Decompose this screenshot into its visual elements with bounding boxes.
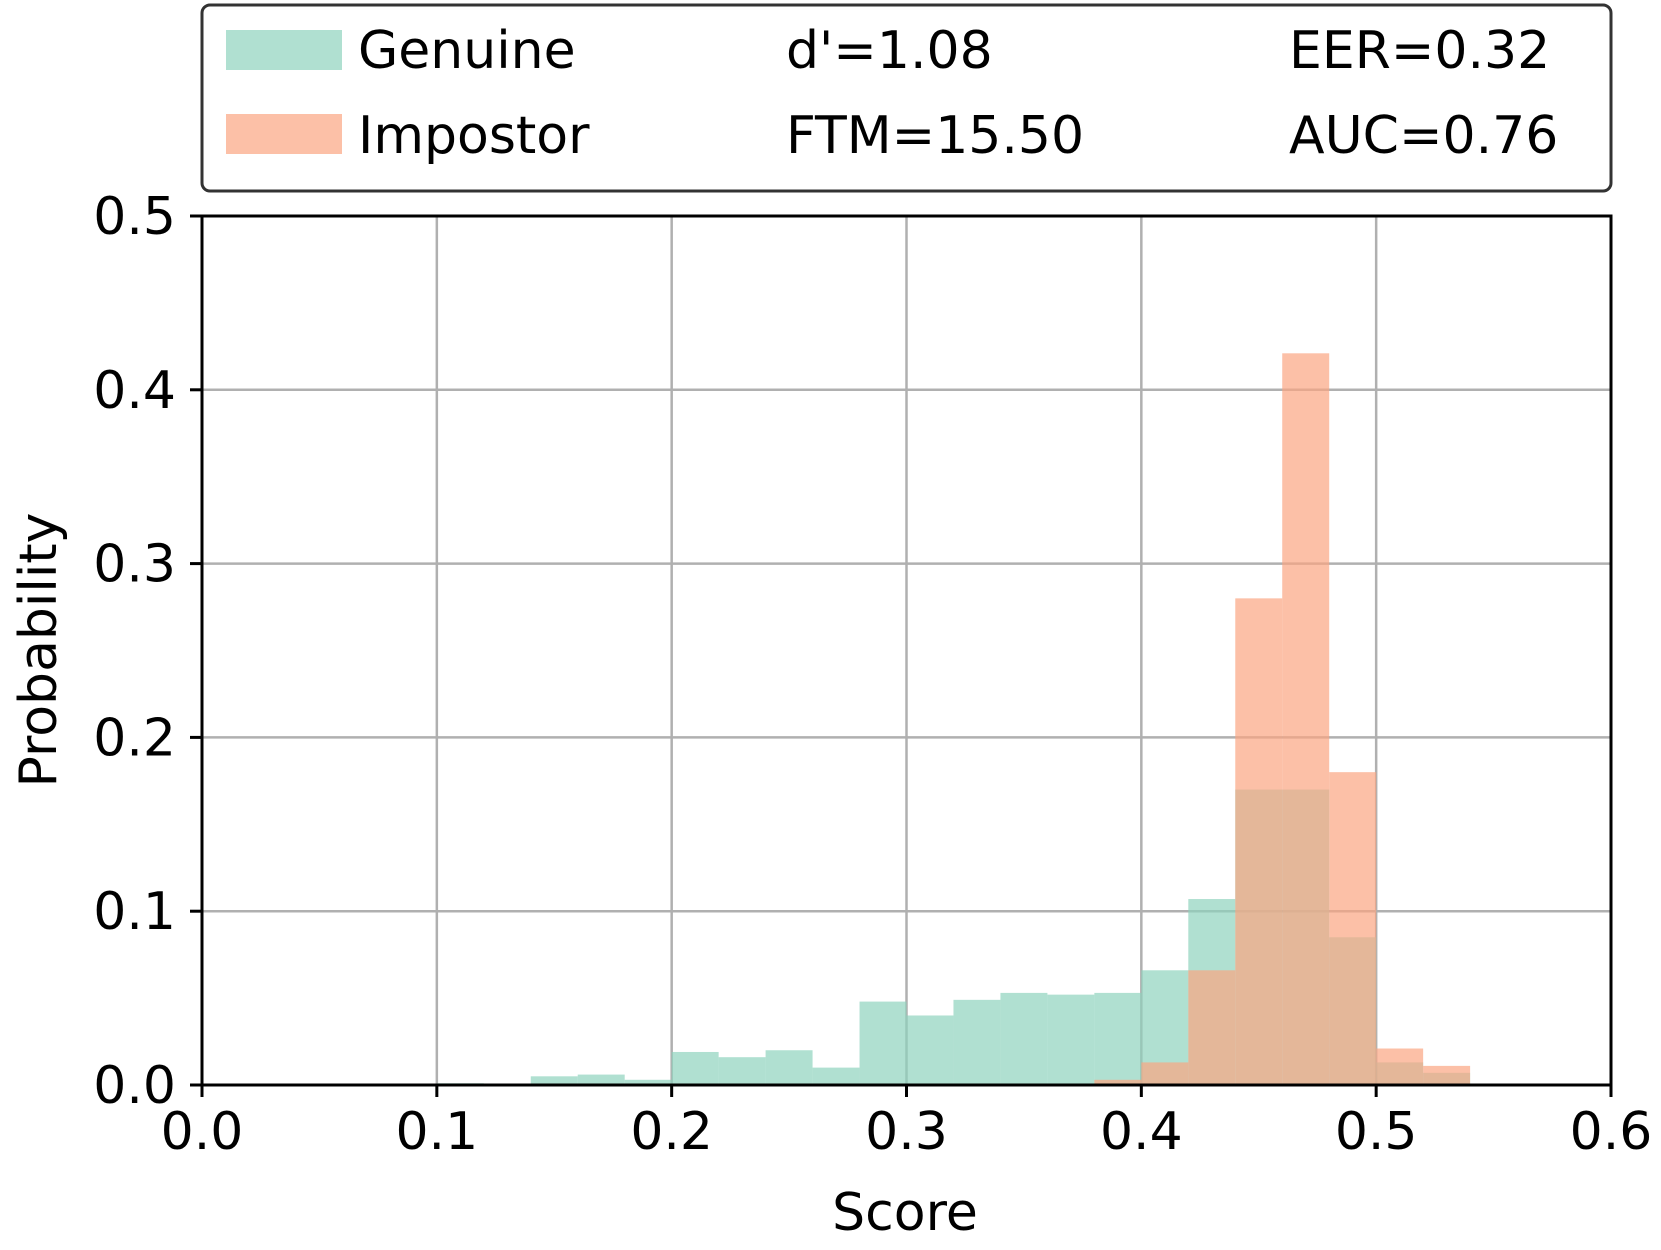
legend-label-impostor: Impostor <box>358 106 590 166</box>
y-tick-label: 0.4 <box>93 361 176 421</box>
impostor-bar <box>1235 598 1283 1085</box>
genuine-bar <box>624 1079 672 1085</box>
axes: 0.0 0.1 0.2 0.3 0.4 0.5 0.6 0.0 0.1 0.2 0.3 0.4 0.5 <box>93 187 1652 1162</box>
x-axis-label: Score <box>832 1183 978 1243</box>
y-tick-label: 0.5 <box>93 187 176 247</box>
bars <box>436 353 1471 1085</box>
grid <box>200 214 1613 1087</box>
genuine-bar <box>765 1050 813 1085</box>
genuine-bar <box>859 1001 907 1085</box>
genuine-bar <box>671 1051 719 1085</box>
x-tick-label: 0.3 <box>865 1102 948 1162</box>
legend-swatch-impostor <box>226 114 342 154</box>
genuine-bar <box>1094 992 1142 1085</box>
impostor-bar <box>1141 1062 1189 1085</box>
genuine-bar <box>718 1057 766 1085</box>
x-tick-label: 0.5 <box>1335 1102 1418 1162</box>
legend-swatch-genuine <box>226 30 342 70</box>
y-tick-label: 0.1 <box>93 882 176 942</box>
legend-frame <box>200 3 1613 193</box>
x-tick-label: 0.6 <box>1570 1102 1653 1162</box>
y-tick-label: 0.3 <box>93 535 176 595</box>
legend-dprime: d'=1.08 <box>786 21 993 81</box>
genuine-bar <box>906 1015 954 1085</box>
legend-label-genuine: Genuine <box>358 21 576 81</box>
impostor-bar <box>1094 1079 1142 1085</box>
x-tick-label: 0.0 <box>161 1102 244 1162</box>
genuine-bar <box>1000 992 1048 1085</box>
genuine-bar <box>953 999 1001 1085</box>
y-tick-label: 0.2 <box>93 708 176 768</box>
x-tick-label: 0.4 <box>1100 1102 1183 1162</box>
impostor-bar <box>1329 772 1377 1085</box>
impostor-bar <box>1188 970 1236 1085</box>
legend-auc: AUC=0.76 <box>1289 106 1558 166</box>
impostor-bar <box>1376 1048 1424 1085</box>
x-tick-label: 0.2 <box>630 1102 713 1162</box>
y-axis-label: Probability <box>9 513 69 788</box>
y-tick-label: 0.0 <box>93 1056 176 1116</box>
legend-eer: EER=0.32 <box>1289 21 1550 81</box>
genuine-bar <box>530 1076 578 1085</box>
x-tick-label: 0.1 <box>395 1102 478 1162</box>
genuine-bar <box>577 1074 625 1085</box>
legend-ftm: FTM=15.50 <box>786 106 1084 166</box>
impostor-bar <box>1282 353 1330 1085</box>
genuine-bar <box>1047 994 1095 1085</box>
genuine-bar <box>812 1067 860 1085</box>
legend: Genuine Impostor d'=1.08 FTM=15.50 EER=0… <box>200 3 1613 193</box>
impostor-bar <box>1423 1065 1471 1085</box>
